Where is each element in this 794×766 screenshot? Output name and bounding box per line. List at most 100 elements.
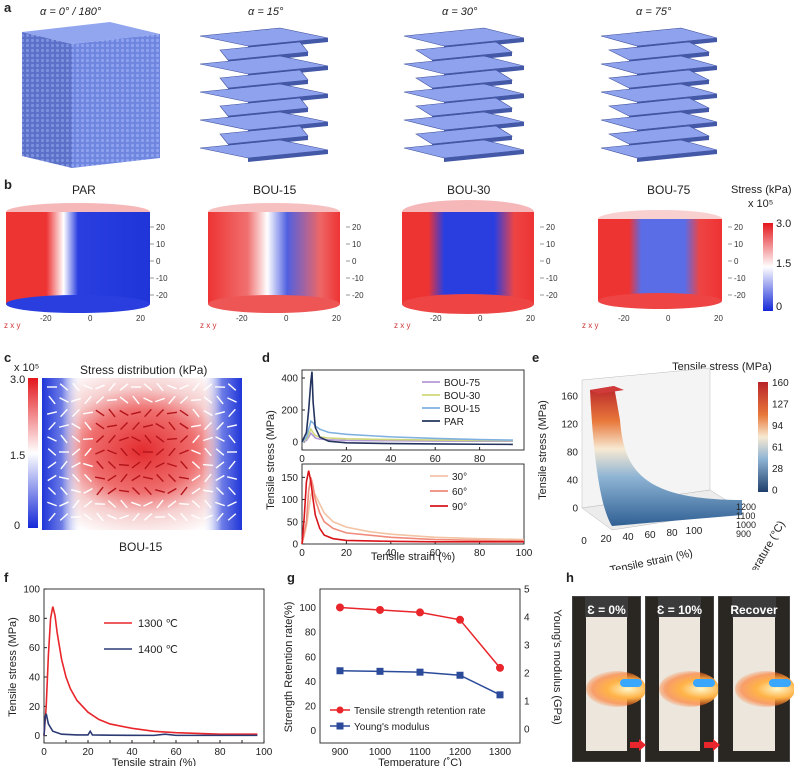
- y-tick-label: 80: [305, 628, 317, 639]
- vector-arrow: [107, 487, 117, 495]
- y-tick-label: 100: [23, 585, 40, 596]
- panel-label-c: c: [4, 350, 12, 365]
- y-tick-label: 0: [34, 731, 40, 742]
- vector-arrow: [167, 500, 177, 508]
- vector-arrow: [226, 476, 238, 480]
- vector-arrow: [155, 435, 165, 443]
- colorbar-tick-label: 127: [772, 400, 789, 411]
- arrow-icon: [704, 739, 720, 751]
- axis-tick-label: 0: [546, 257, 551, 266]
- data-point: [416, 608, 424, 617]
- vector-arrow: [226, 424, 238, 428]
- vector-arrow: [216, 512, 224, 522]
- surface-top: [590, 386, 624, 394]
- vector-arrow: [167, 384, 177, 390]
- panel-b-colorbar-title: Stress (kPa): [731, 184, 792, 196]
- vector-arrow: [120, 447, 128, 457]
- vector-arrow: [83, 500, 93, 508]
- vector-arrow: [108, 434, 116, 444]
- vector-arrow: [131, 448, 141, 456]
- legend-label: 30°: [452, 472, 467, 483]
- vector-arrow: [120, 499, 128, 509]
- series-line: [339, 606, 501, 669]
- vector-arrow: [203, 396, 213, 404]
- data-point: [376, 667, 384, 675]
- y-tick-label: 0: [310, 726, 316, 737]
- axis-tick-label: 20: [526, 314, 535, 323]
- vector-arrow: [84, 447, 92, 457]
- panel-label-g: g: [287, 570, 295, 585]
- y-tick-label: 900: [736, 529, 751, 539]
- panel-b-title-1: BOU-15: [253, 183, 297, 197]
- series-line-60: [301, 477, 525, 545]
- vector-arrow: [71, 462, 81, 468]
- vector-arrow: [142, 476, 154, 480]
- y2-tick-label: 5: [524, 585, 530, 596]
- vector-arrow: [178, 476, 190, 480]
- vector-arrow: [83, 487, 93, 495]
- vector-arrow: [47, 448, 57, 456]
- vector-arrow: [190, 399, 202, 401]
- vector-arrow: [130, 411, 142, 415]
- panel-a-structures: [22, 22, 718, 168]
- vector-arrow: [215, 474, 225, 482]
- vector-arrow: [144, 486, 152, 496]
- x-tick-label: 100: [516, 548, 532, 559]
- plot-frame: [319, 588, 521, 744]
- photo-recover: Recover: [718, 596, 794, 762]
- vector-arrow: [72, 499, 80, 509]
- series-line-PAR: [301, 371, 513, 446]
- vector-arrow: [84, 421, 92, 431]
- y-tick-label: 1200: [736, 502, 756, 512]
- vector-arrow: [95, 422, 105, 430]
- x-tick-label: 60: [170, 747, 182, 758]
- x-tick-label: 1100: [409, 747, 431, 758]
- x-tick-label: 20: [341, 454, 353, 465]
- x-tick-label: 80: [474, 548, 486, 559]
- x-tick-label: 80: [214, 747, 226, 758]
- vector-arrow: [119, 383, 129, 391]
- y-tick-label: 100: [299, 603, 316, 614]
- vector-arrow: [120, 473, 128, 483]
- vector-arrow: [71, 422, 81, 430]
- series-line-BOU15: [301, 419, 513, 443]
- axis-tick-label: 10: [352, 240, 361, 249]
- z-tick-label: 80: [567, 448, 579, 459]
- vector-arrow: [166, 411, 178, 415]
- vector-arrow: [168, 447, 176, 457]
- panel-b-colorbar: [763, 223, 773, 311]
- vector-arrow: [106, 398, 118, 402]
- legend-label: 60°: [452, 487, 467, 498]
- vector-arrow: [82, 411, 94, 415]
- arrow-icon: [630, 739, 646, 751]
- vector-arrow: [59, 383, 69, 391]
- axis-tick-label: 20: [136, 314, 145, 323]
- legend-label: Tensile strength retention rate: [354, 706, 486, 717]
- axis-tick-label: 20: [352, 223, 361, 232]
- vector-arrow: [191, 449, 201, 455]
- vector-arrow: [131, 486, 141, 496]
- y2-tick-label: 3: [524, 641, 530, 652]
- axis-orientation-label: z x y: [4, 321, 20, 330]
- vector-arrow: [227, 383, 237, 391]
- vector-arrow: [107, 514, 117, 520]
- axis-tick-label: 20: [156, 223, 165, 232]
- layer-edge: [248, 150, 328, 162]
- stack-structure-15deg: [199, 27, 329, 162]
- y-tick-label: 20: [305, 702, 317, 713]
- axis-tick-label: -20: [236, 314, 248, 323]
- vector-arrow: [167, 487, 177, 495]
- vector-arrow: [168, 421, 176, 431]
- vector-arrow: [202, 463, 214, 467]
- vector-arrow: [71, 408, 81, 418]
- x-tick-label: 0: [41, 747, 47, 758]
- x-axis-label: Tensile strain (%): [112, 757, 196, 766]
- vector-arrow: [180, 460, 188, 470]
- cylinder-par: [6, 203, 150, 313]
- axis-tick-label: 20: [332, 314, 341, 323]
- y-axis-label: Tensile stress (MPa): [265, 410, 277, 510]
- vector-arrow: [192, 382, 200, 392]
- axis-tick-label: 0: [284, 314, 289, 323]
- layer-edge: [637, 150, 717, 162]
- photo-caption-1: Ɛ = 10%: [656, 603, 703, 617]
